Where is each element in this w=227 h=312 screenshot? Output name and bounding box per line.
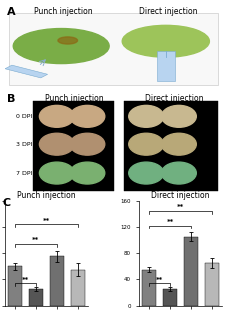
Text: **: ** [22,277,29,283]
Ellipse shape [161,162,196,184]
Text: Punch injection: Punch injection [45,95,104,104]
Bar [205,263,219,306]
Ellipse shape [70,133,105,155]
Ellipse shape [129,105,164,127]
Text: **: ** [32,237,40,243]
Bar [143,270,156,306]
Circle shape [122,25,209,57]
Ellipse shape [161,105,196,127]
Text: Direct injection: Direct injection [139,7,197,16]
Text: **: ** [166,219,174,225]
FancyBboxPatch shape [157,51,175,81]
Text: 3 DPI: 3 DPI [16,142,32,147]
Bar [184,237,198,306]
Bar [8,266,22,306]
Ellipse shape [70,105,105,127]
Text: B: B [7,95,15,105]
Text: 0 DPI: 0 DPI [16,114,32,119]
Circle shape [58,37,78,44]
Bar [50,256,64,306]
Ellipse shape [161,133,196,155]
Ellipse shape [129,133,164,155]
Text: **: ** [177,204,184,210]
FancyBboxPatch shape [9,13,218,85]
FancyBboxPatch shape [124,101,218,191]
Ellipse shape [39,105,74,127]
Ellipse shape [39,162,74,184]
Text: A: A [7,7,15,17]
Text: Punch injection: Punch injection [34,7,93,16]
Bar [29,289,43,306]
Text: Direct injection: Direct injection [145,95,204,104]
Bar [163,289,177,306]
Text: **: ** [43,217,50,224]
Text: **: ** [156,277,163,283]
Title: Direct injection: Direct injection [151,191,210,200]
Ellipse shape [39,133,74,155]
Title: Punch injection: Punch injection [17,191,76,200]
Ellipse shape [129,162,164,184]
Polygon shape [5,65,48,78]
Bar [71,270,84,306]
FancyBboxPatch shape [33,101,114,191]
Ellipse shape [70,162,105,184]
Text: C: C [2,198,10,208]
Circle shape [13,28,109,64]
Text: 7 DPI: 7 DPI [16,171,32,176]
